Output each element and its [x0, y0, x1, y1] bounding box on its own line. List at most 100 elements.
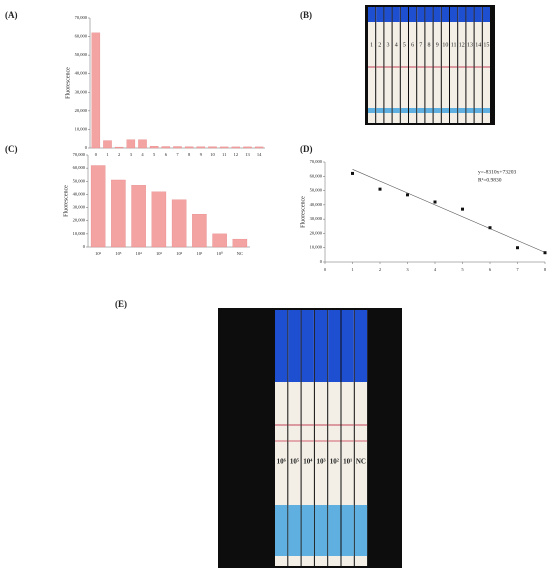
point: [461, 207, 464, 211]
x-tick-label: 4: [434, 267, 437, 272]
point: [488, 226, 492, 230]
x-tick-label: 7: [176, 152, 179, 157]
strip-top: [450, 7, 458, 22]
strip-top: [458, 7, 466, 22]
strip-label: 5: [403, 42, 406, 48]
y-tick-label: 40,000: [310, 202, 323, 208]
point: [406, 193, 409, 197]
strip: [433, 7, 441, 123]
strip: [376, 7, 384, 123]
strip-top: [301, 310, 314, 382]
bar: [171, 199, 187, 248]
x-tick-label: 0: [95, 152, 98, 157]
strip-bottom: [433, 108, 441, 113]
strip: [384, 7, 392, 123]
strip-label: 3: [387, 42, 390, 48]
x-tick-label: 10⁴: [136, 251, 143, 256]
bar: [151, 191, 167, 248]
y-tick-label: 10,000: [310, 245, 323, 251]
strip-bottom: [425, 108, 433, 113]
x-tick-label: 8: [544, 267, 547, 272]
strip-label: 11: [451, 42, 457, 48]
strip-bottom: [376, 108, 384, 113]
strip-bottom: [400, 108, 408, 113]
point: [543, 251, 547, 255]
point: [433, 200, 437, 204]
y-tick-label: 60,000: [310, 173, 323, 179]
y-tick-label: 20,000: [73, 218, 86, 224]
x-tick-label: 11: [222, 152, 226, 157]
strip-top: [288, 310, 301, 382]
y-tick-label: 30,000: [310, 216, 323, 222]
strip-top: [400, 7, 408, 22]
x-tick-label: 10¹: [196, 251, 203, 256]
strip-label: 14: [475, 42, 481, 48]
strip-label: 7: [419, 42, 422, 48]
point: [516, 246, 519, 250]
bar: [231, 146, 241, 149]
y-tick-label: 0: [320, 259, 323, 264]
panel-label: (E): [115, 299, 127, 309]
strip-top: [409, 7, 417, 22]
x-tick-label: 7: [516, 267, 519, 272]
bar: [90, 165, 106, 248]
x-tick-label: 0: [324, 267, 327, 272]
strip-label: 10: [442, 42, 448, 48]
x-tick-label: 2: [118, 152, 120, 157]
strip-bottom: [466, 108, 474, 113]
y-tick-label: 0: [85, 145, 88, 150]
strip: [466, 7, 474, 123]
strip-label: 9: [436, 42, 439, 48]
strip-bottom: [474, 108, 482, 113]
strip: [417, 7, 425, 123]
strip: [409, 7, 417, 123]
strip-label: NC: [356, 458, 366, 466]
strip-top: [354, 310, 368, 382]
fit-line: [352, 169, 546, 253]
strip-bottom: [392, 108, 400, 113]
strip: [425, 7, 433, 123]
strip-top: [417, 7, 425, 22]
x-tick-label: 10⁰: [216, 251, 223, 256]
y-tick-label: 70,000: [75, 15, 88, 21]
strip-top: [482, 7, 490, 22]
strip-bottom: [288, 505, 301, 556]
y-tick-label: 50,000: [310, 188, 323, 194]
y-axis-label: Fluorescence: [65, 67, 71, 99]
panel-label: (B): [300, 10, 312, 20]
strip-bottom: [275, 505, 288, 556]
x-tick-label: 6: [165, 152, 168, 157]
strip-bottom: [441, 108, 449, 113]
strip-label: 12: [459, 42, 465, 48]
strip-top: [474, 7, 482, 22]
x-tick-label: 8: [188, 152, 191, 157]
y-tick-label: 60,000: [73, 165, 86, 171]
bar: [243, 146, 252, 149]
strip-label: 10¹: [343, 458, 352, 466]
bar: [196, 146, 206, 149]
strip-top: [368, 7, 376, 22]
x-tick-label: NC: [237, 251, 243, 256]
strip-bottom: [341, 505, 354, 556]
strip: [458, 7, 466, 123]
x-tick-label: 10⁶: [95, 251, 102, 256]
x-tick-label: 14: [257, 152, 262, 157]
y-axis-label: Fluorescence: [63, 185, 69, 217]
strip-top: [384, 7, 392, 22]
strip-label: 10⁴: [303, 458, 313, 466]
strip: [474, 7, 482, 123]
strip-top: [275, 310, 288, 382]
strip-top: [425, 7, 433, 22]
panel-label: (D): [300, 144, 313, 154]
strip-top: [392, 7, 400, 22]
strip-bottom: [328, 505, 341, 556]
strip-label: 13: [467, 42, 473, 48]
strip-top: [341, 310, 354, 382]
x-tick-label: 10³: [156, 251, 163, 256]
strip: [368, 7, 376, 123]
strip: [441, 7, 449, 123]
strip-label: 1: [370, 42, 373, 48]
bar: [149, 145, 159, 149]
strip: [482, 7, 490, 123]
strip-top: [376, 7, 384, 22]
